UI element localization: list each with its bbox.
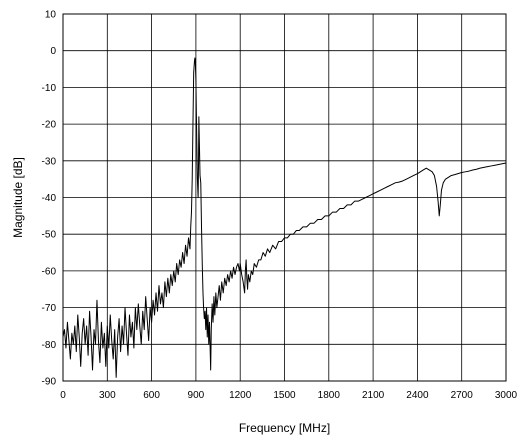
y-tick-label: -50 (42, 230, 57, 241)
y-tick-label: -90 (42, 377, 57, 388)
x-tick-label: 3000 (495, 390, 518, 401)
y-tick-label: -10 (42, 83, 57, 94)
x-tick-label: 2100 (362, 390, 385, 401)
x-tick-label: 0 (60, 390, 66, 401)
x-tick-label: 1800 (318, 390, 341, 401)
y-tick-label: 0 (50, 46, 56, 57)
x-tick-label: 300 (99, 390, 116, 401)
x-tick-label: 600 (143, 390, 160, 401)
y-tick-label: -80 (42, 340, 57, 351)
y-tick-label: -70 (42, 303, 57, 314)
y-tick-labels: 10 0 -10 -20 -30 -40 -50 -60 -70 -80 -90 (42, 10, 57, 388)
x-tick-labels: 0 300 600 900 1200 1500 1800 2100 2400 2700 3000 (60, 390, 517, 401)
y-tick-label: -30 (42, 156, 57, 167)
y-tick-label: -60 (42, 266, 57, 277)
x-tick-label: 1500 (273, 390, 296, 401)
series-layer (62, 57, 507, 378)
y-tick-label: -20 (42, 120, 57, 131)
magnitude-series-line (62, 57, 507, 378)
x-tick-label: 900 (188, 390, 205, 401)
x-tick-label: 2400 (406, 390, 429, 401)
y-tick-label: 10 (45, 10, 57, 21)
y-axis-label: Magnitude [dB] (11, 157, 25, 238)
x-axis-label: Frequency [MHz] (239, 421, 330, 435)
y-tick-label: -40 (42, 193, 57, 204)
x-tick-label: 1200 (229, 390, 252, 401)
plot-frame (62, 13, 507, 382)
x-tick-label: 2700 (451, 390, 474, 401)
